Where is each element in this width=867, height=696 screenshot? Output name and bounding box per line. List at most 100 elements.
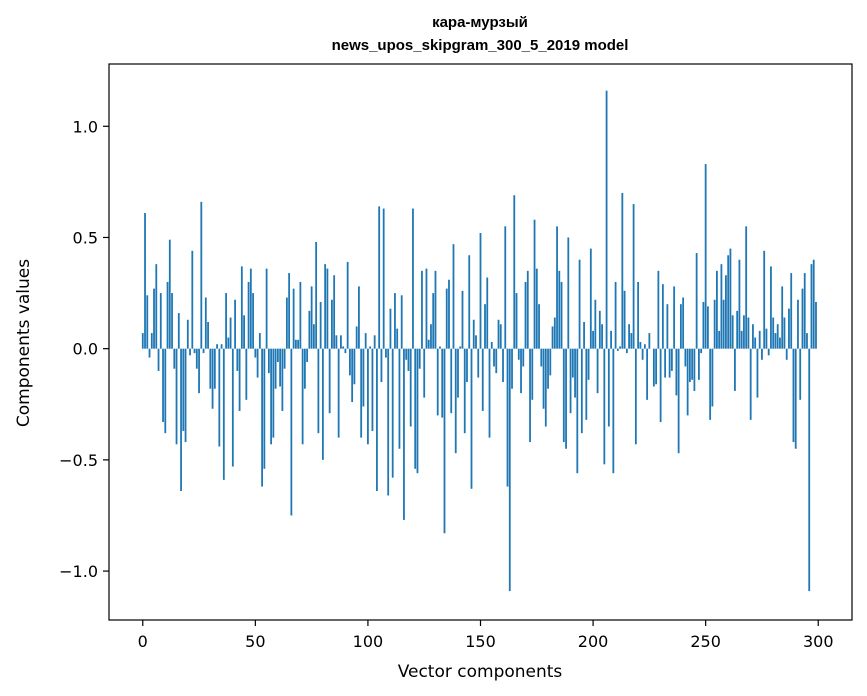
bar xyxy=(788,308,790,349)
bar xyxy=(427,339,430,349)
bar xyxy=(382,208,385,349)
bar xyxy=(707,306,709,349)
bar xyxy=(391,348,394,478)
bar xyxy=(765,328,768,349)
bar xyxy=(657,270,660,349)
bar xyxy=(297,339,300,349)
bar xyxy=(691,348,694,380)
bar xyxy=(655,348,658,385)
bar xyxy=(468,255,471,349)
bar xyxy=(164,348,167,434)
bar xyxy=(567,237,570,349)
bar xyxy=(799,348,802,400)
bar xyxy=(776,324,779,349)
bar xyxy=(668,348,671,378)
bar xyxy=(378,206,381,349)
bar xyxy=(182,348,185,431)
bar xyxy=(747,317,750,349)
bar xyxy=(767,348,770,356)
bar xyxy=(801,288,804,349)
bar xyxy=(718,330,721,349)
bar xyxy=(677,348,680,454)
bar xyxy=(351,348,354,403)
bar xyxy=(549,348,552,376)
bar xyxy=(180,348,182,492)
bar xyxy=(261,348,263,487)
bar xyxy=(727,255,730,349)
bar xyxy=(443,348,446,534)
bar xyxy=(812,259,815,349)
bar xyxy=(520,348,522,394)
bar xyxy=(207,321,209,349)
bar xyxy=(200,201,203,349)
bar xyxy=(220,344,223,349)
bar xyxy=(574,348,576,398)
y-tick-label: 1.0 xyxy=(73,117,98,136)
bar xyxy=(792,348,795,443)
bar xyxy=(150,333,153,349)
bar xyxy=(761,348,763,360)
bar xyxy=(623,290,626,349)
bar xyxy=(209,348,212,389)
bar xyxy=(148,348,151,358)
bar xyxy=(477,348,480,378)
bar xyxy=(515,293,518,349)
bar xyxy=(529,348,531,443)
bar xyxy=(310,286,313,349)
bar xyxy=(240,266,243,349)
bar xyxy=(774,333,777,349)
bar xyxy=(448,279,450,349)
bar xyxy=(722,299,725,349)
bar xyxy=(688,348,691,383)
bar xyxy=(409,348,412,427)
bar xyxy=(355,326,358,349)
bar xyxy=(225,293,227,349)
bar xyxy=(434,270,437,349)
bar xyxy=(517,348,520,360)
bar xyxy=(342,346,345,349)
bar xyxy=(506,348,509,487)
bar xyxy=(274,348,277,389)
bar xyxy=(175,348,178,445)
bar xyxy=(684,348,687,367)
x-tick-label: 250 xyxy=(690,632,721,651)
bar xyxy=(585,348,588,420)
bar xyxy=(601,324,603,349)
bar xyxy=(254,348,257,358)
bar xyxy=(162,348,164,423)
bar xyxy=(146,295,149,349)
y-axis-label: Components values xyxy=(14,259,34,427)
bar xyxy=(551,326,554,349)
bar xyxy=(450,348,453,414)
bar xyxy=(544,348,547,427)
bar xyxy=(634,348,637,445)
bar xyxy=(308,310,311,349)
bar xyxy=(752,324,754,349)
bar xyxy=(360,348,363,438)
bar xyxy=(349,348,351,376)
bar xyxy=(731,315,734,349)
bar xyxy=(306,348,309,363)
bar xyxy=(376,348,378,492)
bar xyxy=(184,348,187,443)
x-tick-label: 50 xyxy=(245,632,265,651)
bar xyxy=(749,348,752,420)
bar xyxy=(204,297,207,349)
bar xyxy=(412,208,414,349)
bar xyxy=(558,270,561,349)
bar xyxy=(531,348,534,400)
bar xyxy=(405,348,408,360)
bar xyxy=(337,348,340,438)
bar xyxy=(459,346,462,349)
bar xyxy=(598,310,601,349)
bar xyxy=(756,348,759,398)
bar xyxy=(587,348,590,380)
bar xyxy=(648,333,651,349)
bar xyxy=(315,241,318,349)
bar xyxy=(340,335,342,349)
bar xyxy=(709,348,712,420)
bar xyxy=(380,348,383,383)
bar xyxy=(610,330,612,349)
bar xyxy=(754,337,757,349)
bar xyxy=(168,239,171,349)
